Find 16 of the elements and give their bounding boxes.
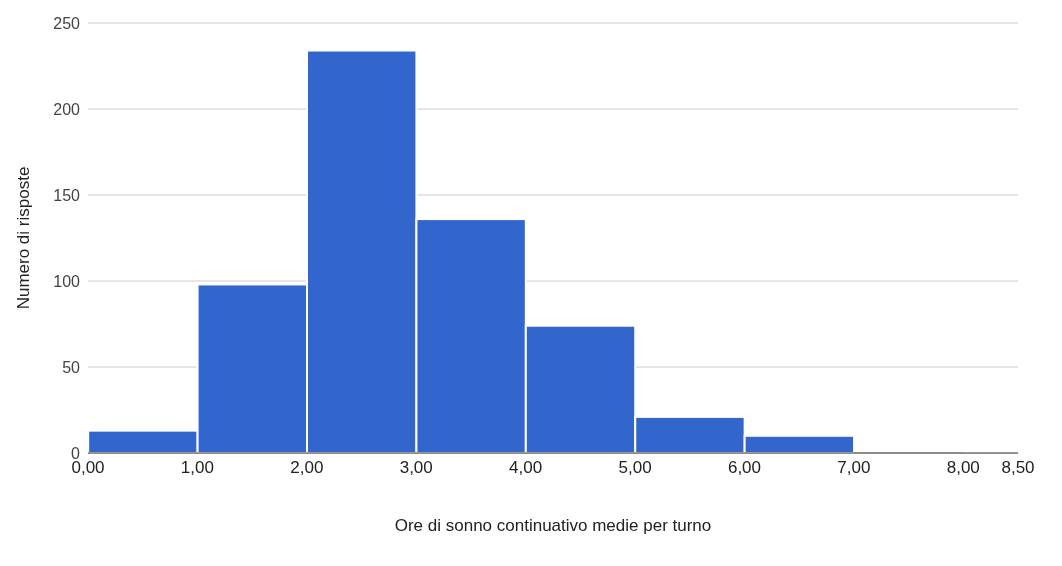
- y-tick-label: 100: [53, 272, 81, 290]
- x-tick-label: 8,00: [946, 458, 980, 478]
- x-tick-label: 6,00: [727, 458, 762, 478]
- y-axis-title: Numero di risposte: [14, 166, 34, 310]
- x-axis-title: Ore di sonno continuativo medie per turno: [394, 516, 712, 535]
- y-tick-label: 250: [53, 14, 81, 32]
- x-tick-label: 1,00: [180, 458, 214, 478]
- x-tick-label: 7,00: [837, 458, 871, 478]
- x-tick-label: 2,00: [290, 458, 324, 478]
- y-tick-label: 50: [62, 358, 81, 376]
- x-tick-label: 5,00: [618, 458, 652, 478]
- x-tick-label: 4,00: [509, 458, 543, 478]
- x-tick-label: 8,50: [1001, 458, 1035, 478]
- x-tick-label: 3,00: [399, 458, 433, 478]
- y-tick-label: 200: [53, 100, 81, 118]
- y-tick-label: 150: [53, 186, 81, 204]
